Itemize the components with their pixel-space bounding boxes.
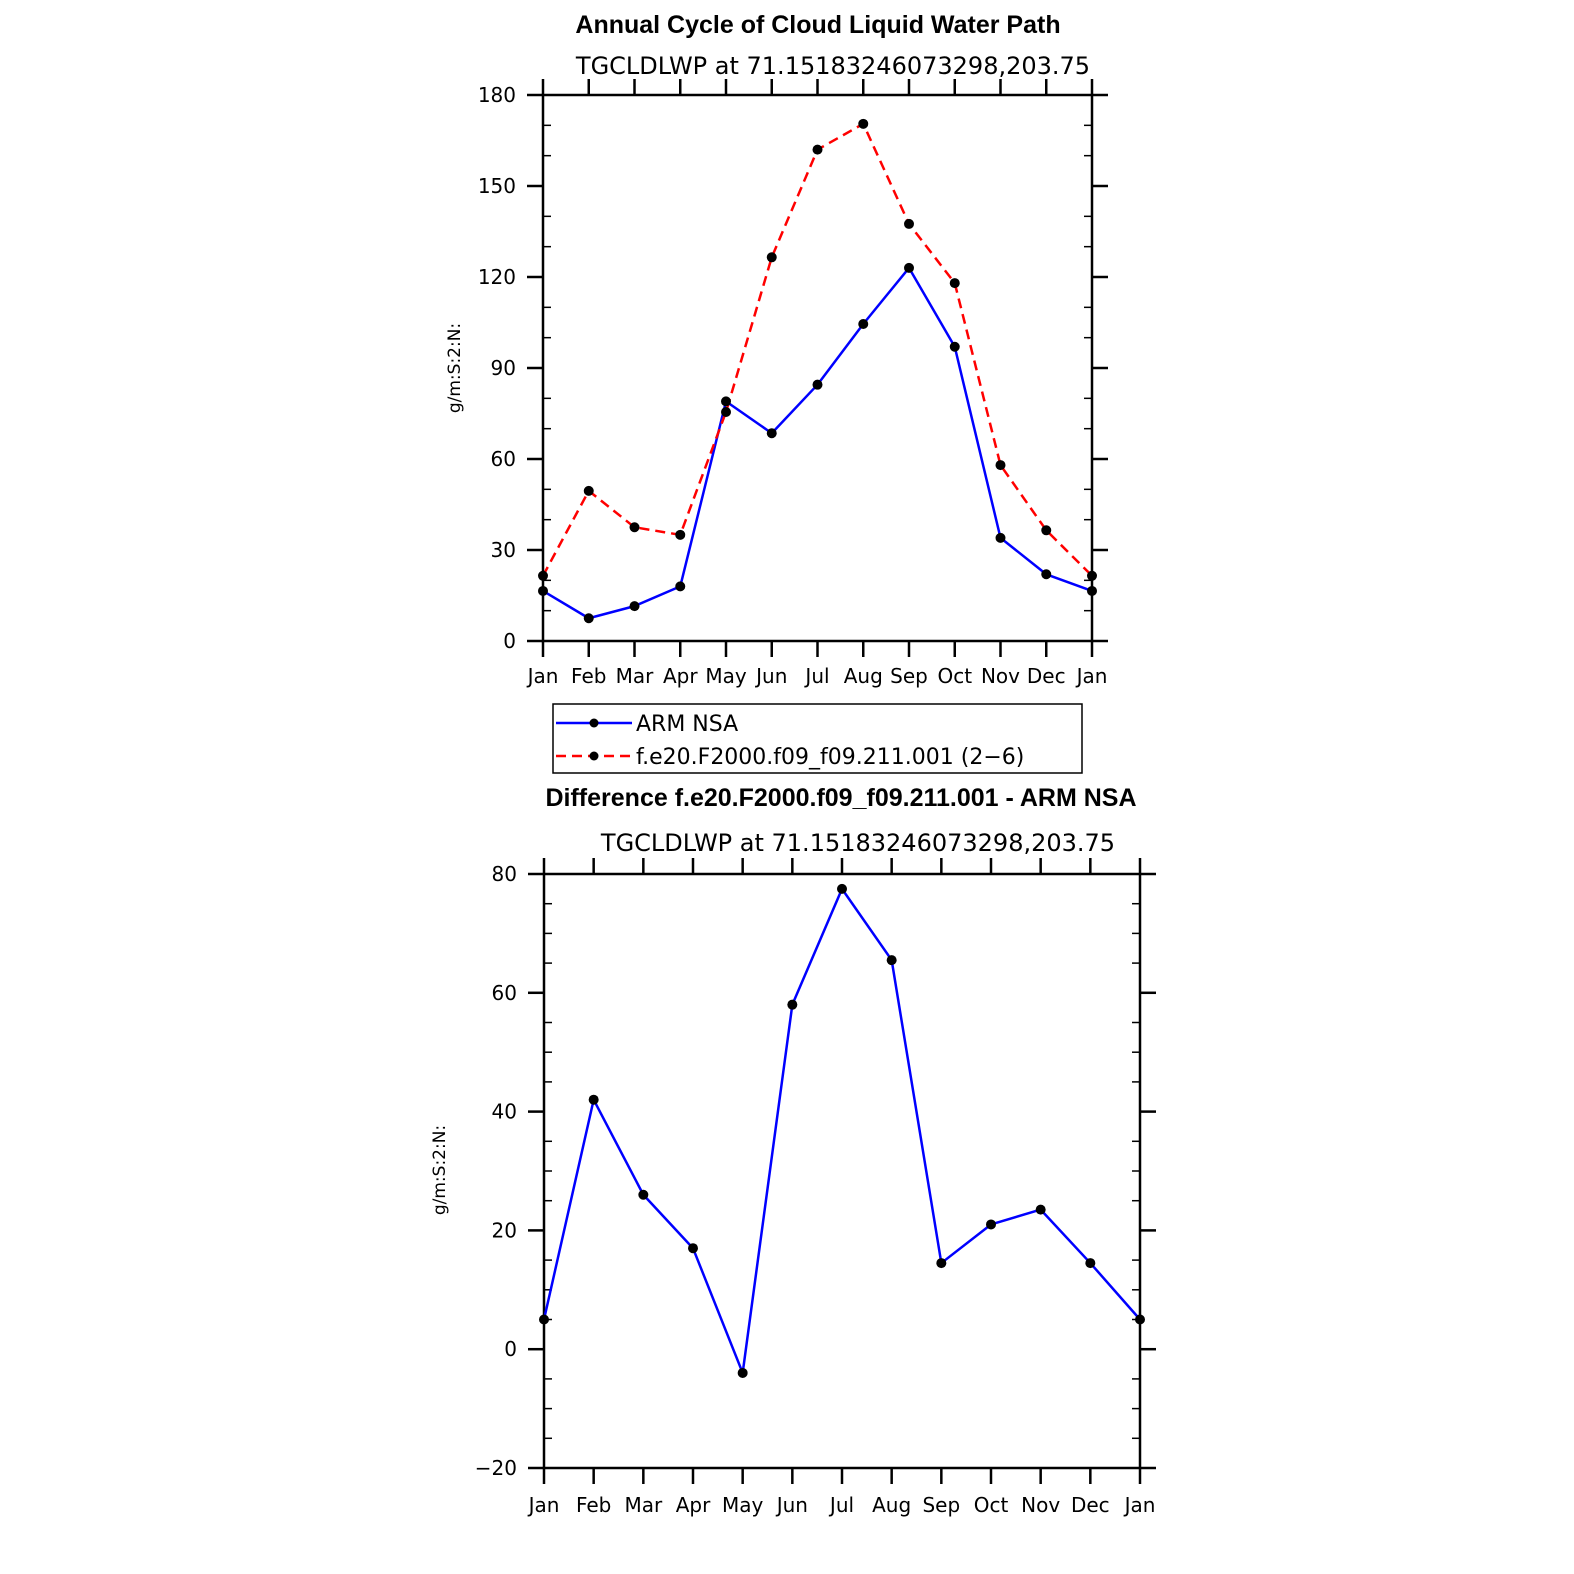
panel1-ylabel: g/m:S:2:N: [445, 323, 465, 413]
series-line-0 [542, 887, 1141, 1375]
legend-label-arm: ARM NSA [636, 712, 738, 737]
legend-box [552, 703, 1083, 774]
data-point-0 [886, 955, 897, 966]
y-tick-label: 60 [492, 981, 517, 1005]
data-point-1 [675, 529, 686, 540]
data-point-1 [812, 144, 823, 155]
legend: ARM NSA f.e20.F2000.f09_f09.211.001 (2−6… [552, 703, 1083, 774]
x-tick-label: Nov [981, 664, 1020, 688]
panel1-plot: Jan Feb Mar Apr May Jun Jul Aug Sep Oct Nov Dec Jan 0… [478, 79, 1108, 688]
data-point-0 [1035, 1204, 1046, 1215]
x-tick-label: Dec [1027, 664, 1066, 688]
legend-marker-model [589, 751, 599, 761]
x-tick-label: May [705, 664, 747, 688]
data-point-0 [688, 1243, 698, 1254]
series-line-1 [541, 122, 1093, 577]
y-tick-label: 80 [492, 862, 517, 886]
plot-frame [541, 93, 1094, 643]
data-point-0 [904, 262, 914, 273]
y-tick-label: 120 [478, 265, 516, 289]
data-point-1 [721, 406, 731, 417]
data-point-1 [583, 485, 594, 496]
data-point-0 [1041, 569, 1052, 580]
data-point-1 [904, 218, 914, 229]
y-tick-label: 150 [478, 174, 516, 198]
data-point-1 [1087, 570, 1097, 581]
data-point-0 [949, 341, 960, 352]
data-point-0 [721, 396, 731, 407]
x-tick-label: Jan [527, 1493, 560, 1517]
x-tick-label: Jan [1123, 1493, 1156, 1517]
y-tick-label: 0 [503, 629, 516, 653]
x-tick-label: Feb [571, 664, 606, 688]
x-tick-label: Mar [616, 664, 655, 688]
x-tick-label: Jan [1075, 664, 1108, 688]
y-tick-label: 90 [491, 356, 516, 380]
data-point-1 [766, 252, 777, 263]
series-line-0 [542, 266, 1093, 620]
legend-marker-arm [589, 718, 599, 728]
legend-label-model: f.e20.F2000.f09_f09.211.001 (2−6) [636, 745, 1024, 770]
y-tick-label: 60 [491, 447, 516, 471]
x-tick-label: Oct [937, 664, 972, 688]
x-tick-label: Oct [974, 1493, 1009, 1517]
panel2-title: Difference f.e20.F2000.f09_f09.211.001 -… [545, 784, 1136, 812]
data-point-0 [936, 1258, 947, 1269]
x-tick-label: May [722, 1493, 764, 1517]
x-tick-label: Aug [844, 664, 883, 688]
data-point-1 [858, 118, 869, 129]
data-point-0 [737, 1367, 748, 1378]
y-tick-label: 30 [491, 538, 516, 562]
x-tick-label: Jul [803, 664, 829, 688]
x-tick-label: Jun [775, 1493, 808, 1517]
data-point-1 [538, 570, 548, 581]
data-point-0 [995, 532, 1006, 543]
data-point-0 [787, 999, 798, 1010]
x-tick-label: Apr [676, 1493, 711, 1517]
data-point-1 [949, 278, 960, 289]
x-tick-label: Sep [922, 1493, 960, 1517]
panel1-subtitle: TGCLDLWP at 71.15183246073298,203.75 [575, 52, 1090, 80]
x-tick-label: Aug [872, 1493, 911, 1517]
panel2-plot: Jan Feb Mar Apr May Jun Jul Aug Sep Oct Nov Dec Jan−… [475, 858, 1156, 1517]
y-tick-label: −20 [475, 1456, 517, 1480]
plot-frame [542, 872, 1142, 1470]
x-tick-label: Sep [890, 664, 928, 688]
data-point-0 [1135, 1314, 1145, 1325]
data-point-0 [766, 428, 777, 439]
data-point-0 [837, 883, 847, 894]
x-tick-label: Nov [1021, 1493, 1060, 1517]
data-point-0 [638, 1189, 649, 1200]
data-point-0 [539, 1314, 549, 1325]
y-tick-label: 20 [492, 1218, 517, 1242]
data-point-0 [588, 1094, 599, 1105]
data-point-0 [629, 601, 640, 612]
data-point-0 [1087, 585, 1097, 596]
data-point-0 [675, 581, 686, 592]
x-tick-label: Dec [1071, 1493, 1110, 1517]
x-tick-label: Jul [828, 1493, 854, 1517]
data-point-1 [629, 522, 640, 533]
data-point-0 [812, 379, 823, 390]
data-point-0 [986, 1219, 996, 1230]
x-tick-label: Apr [663, 664, 698, 688]
y-tick-label: 40 [492, 1100, 517, 1124]
panel2-ylabel: g/m:S:2:N: [430, 1125, 450, 1215]
x-tick-label: Mar [624, 1493, 663, 1517]
data-point-1 [1041, 525, 1052, 536]
data-point-0 [1085, 1258, 1096, 1269]
x-tick-label: Feb [576, 1493, 611, 1517]
data-point-0 [583, 613, 594, 624]
x-tick-label: Jan [526, 664, 559, 688]
y-tick-label: 0 [504, 1337, 517, 1361]
data-point-0 [538, 585, 548, 596]
panel1-title: Annual Cycle of Cloud Liquid Water Path [575, 11, 1060, 39]
panel2-subtitle: TGCLDLWP at 71.15183246073298,203.75 [600, 829, 1115, 857]
data-point-0 [858, 319, 869, 330]
y-tick-label: 180 [478, 83, 516, 107]
x-tick-label: Jun [754, 664, 787, 688]
data-point-1 [995, 460, 1006, 471]
